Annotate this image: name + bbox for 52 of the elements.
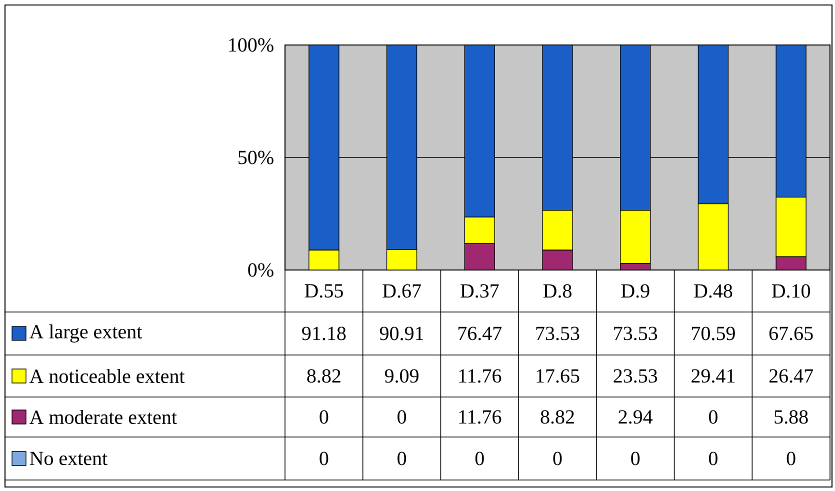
bar bbox=[542, 44, 573, 211]
data-label: 0 bbox=[786, 452, 796, 466]
data-label: 8.82 bbox=[307, 369, 340, 383]
data-label: 91.18 bbox=[302, 326, 346, 340]
x-tick-label: D.67 bbox=[382, 284, 421, 298]
data-label: 2.94 bbox=[618, 410, 653, 424]
data-label: 26.47 bbox=[769, 369, 813, 383]
bar bbox=[542, 250, 572, 270]
x-tick-label: D.48 bbox=[694, 284, 732, 298]
bar bbox=[308, 44, 340, 250]
data-label: 0 bbox=[553, 452, 562, 466]
data-label: 23.53 bbox=[614, 369, 658, 383]
bar bbox=[386, 44, 418, 250]
bar bbox=[776, 44, 806, 198]
bar bbox=[464, 44, 495, 218]
x-tick-label: D.9 bbox=[621, 284, 650, 298]
data-label: 73.53 bbox=[614, 326, 658, 340]
data-label: 11.76 bbox=[459, 410, 502, 424]
data-label: 29.41 bbox=[692, 369, 735, 383]
bar bbox=[698, 44, 729, 204]
data-label: 73.53 bbox=[536, 326, 580, 340]
data-label: 0 bbox=[475, 452, 484, 466]
data-label: 0 bbox=[398, 410, 406, 424]
data-label: 0 bbox=[320, 452, 328, 466]
x-tick-label: D.55 bbox=[304, 284, 343, 298]
data-label: 9.09 bbox=[384, 369, 418, 383]
x-tick-label: D.37 bbox=[460, 284, 499, 298]
y-tick-label: 100% bbox=[229, 38, 274, 52]
data-label: 67.65 bbox=[769, 326, 813, 340]
legend-label: A large extent bbox=[29, 324, 142, 343]
data-label: 70.59 bbox=[692, 326, 735, 340]
y-tick-label: 0% bbox=[248, 263, 274, 277]
data-label: 8.82 bbox=[540, 410, 574, 424]
bar bbox=[620, 44, 651, 211]
legend-label: A noticeable extent bbox=[29, 368, 185, 384]
data-label: 0 bbox=[398, 452, 406, 466]
data-label: 0 bbox=[708, 410, 718, 424]
legend-label: No extent bbox=[30, 452, 108, 466]
x-tick-label: D.10 bbox=[772, 284, 810, 298]
data-label: 11.76 bbox=[459, 369, 502, 383]
data-label: 0 bbox=[320, 410, 328, 424]
data-label: 17.65 bbox=[536, 369, 580, 383]
data-label: 0 bbox=[708, 452, 718, 466]
data-label: 90.91 bbox=[380, 326, 424, 340]
data-label: 0 bbox=[631, 452, 640, 466]
bar bbox=[776, 256, 806, 270]
data-label: 76.47 bbox=[458, 326, 502, 340]
bar bbox=[464, 244, 495, 270]
data-label: 5.88 bbox=[774, 410, 808, 424]
x-tick-label: D.8 bbox=[543, 284, 572, 298]
legend-label: A moderate extent bbox=[29, 410, 177, 424]
y-tick-label: 50% bbox=[238, 150, 274, 164]
